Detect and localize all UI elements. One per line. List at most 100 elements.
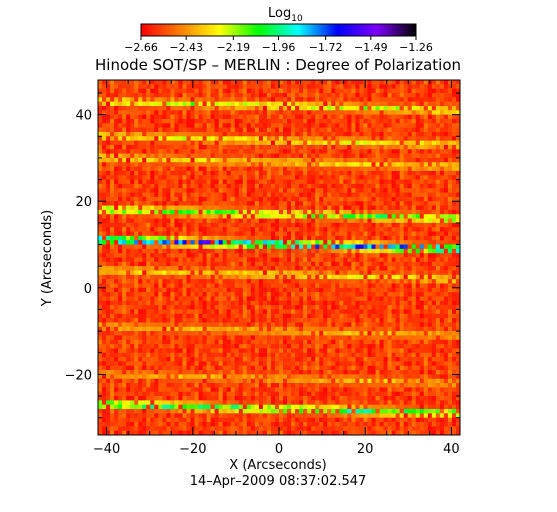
heatmap-cell [130, 231, 135, 237]
heatmap-cell [130, 114, 135, 120]
heatmap-cell [419, 231, 425, 237]
heatmap-cell [435, 227, 441, 232]
heatmap-cell [431, 127, 437, 133]
heatmap-cell [250, 101, 256, 107]
heatmap-cell [186, 218, 191, 224]
heatmap-cell [238, 257, 244, 263]
heatmap-cell [403, 227, 409, 232]
heatmap-cell [182, 92, 187, 98]
heatmap-cell [343, 270, 348, 276]
heatmap-cell [455, 88, 460, 94]
heatmap-cell [134, 114, 139, 120]
heatmap-cell [335, 231, 340, 237]
heatmap-cell [210, 279, 215, 284]
heatmap-cell [315, 266, 320, 271]
heatmap-cell [435, 231, 441, 237]
heatmap-cell [206, 123, 211, 128]
heatmap-cell [190, 166, 195, 172]
heatmap-cell [166, 305, 171, 310]
heatmap-cell [395, 218, 400, 224]
heatmap-cell [238, 244, 244, 250]
heatmap-cell [375, 201, 380, 206]
heatmap-cell [423, 227, 429, 232]
heatmap-cell [411, 231, 417, 237]
heatmap-cell [355, 162, 360, 167]
heatmap-cell [210, 144, 215, 150]
heatmap-cell [222, 92, 228, 98]
heatmap-cell [371, 205, 376, 211]
heatmap-cell [443, 313, 449, 319]
heatmap-cell [327, 188, 332, 193]
heatmap-cell [118, 97, 123, 102]
heatmap-cell [162, 153, 167, 159]
heatmap-cell [246, 114, 252, 120]
heatmap-cell [186, 162, 191, 167]
heatmap-cell [170, 231, 175, 237]
heatmap-cell [122, 283, 127, 289]
heatmap-cell [291, 253, 296, 258]
heatmap-cell [206, 231, 211, 237]
heatmap-cell [391, 153, 396, 159]
heatmap-cell [114, 296, 119, 302]
heatmap-cell [166, 283, 171, 289]
heatmap-cell [319, 305, 324, 310]
heatmap-cell [190, 88, 195, 94]
heatmap-cell [295, 292, 300, 297]
heatmap-cell [202, 235, 207, 241]
heatmap-cell [307, 222, 312, 228]
heatmap-cell [347, 235, 352, 241]
heatmap-cell [411, 270, 417, 276]
heatmap-cell [158, 92, 163, 98]
heatmap-cell [419, 261, 425, 267]
heatmap-cell [214, 80, 219, 85]
heatmap-cell [254, 131, 260, 137]
heatmap-cell [427, 101, 433, 107]
heatmap-cell [222, 227, 228, 232]
heatmap-cell [154, 175, 159, 180]
heatmap-cell [295, 105, 300, 111]
heatmap-cell [363, 313, 368, 319]
heatmap-cell [335, 144, 340, 150]
heatmap-cell [118, 266, 123, 271]
heatmap-cell [311, 149, 316, 154]
heatmap-cell [455, 153, 460, 159]
heatmap-cell [323, 114, 328, 120]
heatmap-cell [210, 114, 215, 120]
heatmap-cell [431, 227, 437, 232]
heatmap-cell [102, 88, 107, 94]
heatmap-cell [142, 144, 147, 150]
heatmap-cell [218, 136, 223, 141]
heatmap-cell [158, 292, 163, 297]
heatmap-cell [279, 127, 284, 133]
heatmap-cell [206, 183, 211, 189]
heatmap-cell [226, 179, 232, 185]
heatmap-cell [339, 188, 344, 193]
heatmap-cell [439, 279, 445, 284]
heatmap-cell [162, 209, 167, 215]
heatmap-cell [178, 183, 183, 189]
heatmap-cell [118, 179, 123, 185]
heatmap-cell [399, 118, 404, 124]
heatmap-cell [122, 105, 127, 111]
heatmap-cell [411, 274, 417, 280]
heatmap-cell [118, 300, 123, 306]
heatmap-cell [311, 240, 316, 245]
heatmap-cell [423, 123, 429, 128]
heatmap-cell [122, 183, 127, 189]
heatmap-cell [419, 218, 425, 224]
heatmap-cell [266, 227, 272, 232]
heatmap-cell [222, 300, 228, 306]
heatmap-cell [447, 266, 453, 271]
heatmap-cell [335, 162, 340, 167]
heatmap-cell [387, 144, 392, 150]
heatmap-cell [295, 192, 300, 198]
heatmap-cell [323, 218, 328, 224]
heatmap-cell [274, 157, 280, 163]
heatmap-cell [323, 140, 328, 146]
heatmap-cell [427, 209, 433, 215]
heatmap-cell [363, 296, 368, 302]
heatmap-cell [106, 131, 111, 137]
heatmap-cell [311, 179, 316, 185]
heatmap-cell [214, 296, 219, 302]
heatmap-cell [186, 240, 191, 245]
